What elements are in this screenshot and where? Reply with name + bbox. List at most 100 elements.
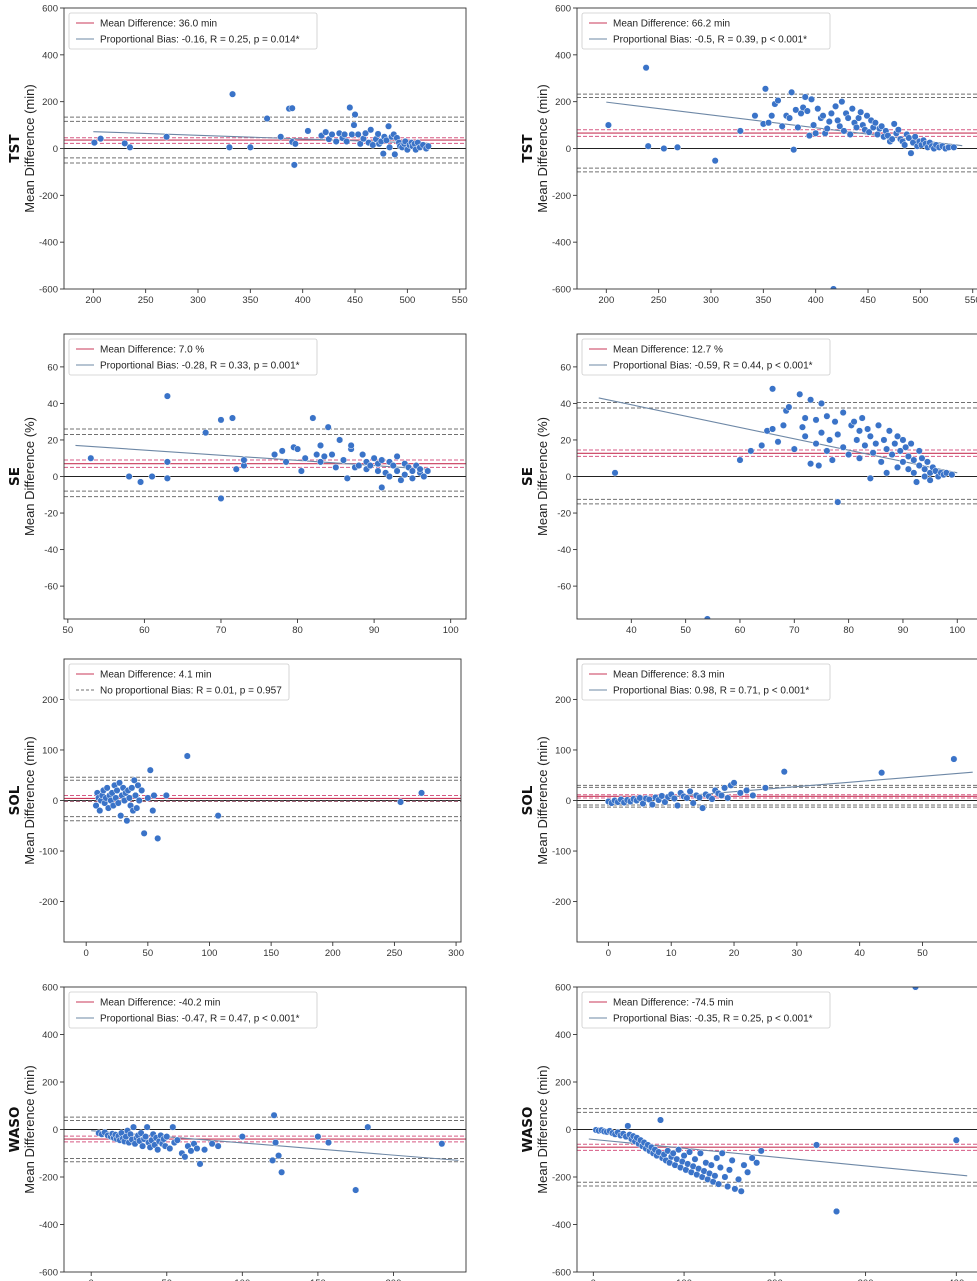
data-point <box>807 95 816 103</box>
data-point <box>134 781 142 789</box>
y-tick-label: -40 <box>44 545 58 556</box>
data-point <box>369 141 377 149</box>
data-point <box>416 465 424 473</box>
data-point <box>798 423 806 431</box>
legend: Mean Difference: 66.2 min Proportional Bi… <box>581 12 831 50</box>
y-tick-label: -200 <box>552 897 571 908</box>
legend-box <box>68 12 318 50</box>
data-point <box>768 112 776 120</box>
data-point <box>921 472 929 481</box>
data-point <box>278 447 286 455</box>
data-point <box>785 403 793 411</box>
x-tick-label: 0 <box>84 948 89 959</box>
data-point <box>893 432 902 440</box>
data-point <box>728 1156 736 1164</box>
data-point <box>904 452 912 460</box>
data-point <box>812 129 820 137</box>
x-tick-label: 200 <box>325 948 341 959</box>
data-point <box>163 458 171 466</box>
data-point <box>711 1172 719 1180</box>
data-point <box>313 451 321 459</box>
y-tick-label: 20 <box>47 435 58 446</box>
data-point <box>228 414 237 422</box>
data-point <box>642 64 650 72</box>
plot-area <box>577 385 977 619</box>
data-point <box>896 447 904 455</box>
data-point <box>149 807 157 815</box>
data-point <box>707 1161 715 1169</box>
x-tick-label: 50 <box>680 625 691 636</box>
y-tick-label: 400 <box>555 50 571 61</box>
data-point <box>604 121 612 129</box>
panel-3: 50 60 70 80 90 100 -60 -40 -20 0 20 40 60 Mean Differ… <box>7 333 467 636</box>
data-point <box>890 120 898 128</box>
data-point <box>301 454 309 462</box>
data-point <box>891 440 899 448</box>
data-point <box>813 1141 821 1149</box>
data-point <box>725 1166 734 1174</box>
data-point <box>263 114 271 123</box>
legend: Mean Difference: 36.0 min Proportional Bi… <box>68 12 318 50</box>
data-point <box>272 1139 280 1147</box>
y-tick-label: 100 <box>42 745 58 756</box>
data-point <box>169 1123 177 1131</box>
data-point <box>92 802 100 810</box>
data-point <box>855 427 864 435</box>
data-point <box>378 483 386 492</box>
data-point <box>731 1185 739 1193</box>
y-tick-label: -100 <box>39 847 58 858</box>
data-point <box>857 108 865 116</box>
legend-mean-label: Mean Difference: 36.0 min <box>100 19 217 30</box>
data-point <box>801 93 809 101</box>
x-tick-label: 250 <box>386 948 402 959</box>
data-point <box>790 146 798 154</box>
data-point <box>316 458 325 466</box>
x-tick-label: 50 <box>161 1278 172 1281</box>
data-point <box>645 795 653 804</box>
x-tick-label: 400 <box>808 295 824 306</box>
data-point <box>838 98 846 106</box>
x-tick-label: 70 <box>216 625 227 636</box>
data-point <box>855 114 863 122</box>
data-point <box>718 1149 726 1157</box>
x-tick-label: 300 <box>703 295 719 306</box>
plot-area <box>64 392 466 502</box>
plot-area <box>577 64 977 289</box>
data-point <box>113 786 121 794</box>
x-tick-label: 300 <box>858 1278 874 1281</box>
data-point <box>391 150 399 158</box>
data-point <box>912 478 921 486</box>
data-point <box>389 461 397 470</box>
data-point <box>743 786 751 794</box>
data-point <box>339 456 348 464</box>
data-point <box>872 440 880 448</box>
x-tick-label: 400 <box>948 1278 964 1281</box>
y-tick-label: -20 <box>557 509 571 520</box>
legend-bias-label: Proportional Bias: 0.98, R = 0.71, p < 0… <box>613 686 809 697</box>
data-point <box>845 451 853 459</box>
data-point <box>840 127 848 135</box>
plot-area <box>577 755 977 812</box>
data-point <box>829 285 838 289</box>
data-point <box>382 136 390 144</box>
data-point <box>751 112 759 120</box>
y-tick-label: 200 <box>555 97 571 108</box>
data-point <box>143 1123 151 1131</box>
data-point <box>778 122 786 130</box>
y-tick-label: 200 <box>555 1078 571 1089</box>
x-tick-label: 200 <box>85 295 101 306</box>
legend-bias-label: Proportional Bias: -0.59, R = 0.44, p < … <box>613 361 813 372</box>
legend-bias-label: No proportional Bias: R = 0.01, p = 0.95… <box>100 686 282 697</box>
legend-box <box>68 663 290 701</box>
data-point <box>364 1123 372 1131</box>
x-tick-label: 500 <box>399 295 415 306</box>
data-point <box>162 791 170 799</box>
y-tick-label: 600 <box>555 4 571 15</box>
legend-bias-label: Proportional Bias: -0.5, R = 0.39, p < 0… <box>613 35 807 46</box>
data-point <box>656 1116 665 1124</box>
x-tick-label: 50 <box>143 948 154 959</box>
data-point <box>393 467 401 475</box>
data-point <box>126 143 134 151</box>
data-point <box>348 130 356 138</box>
legend-bias-label: Proportional Bias: -0.35, R = 0.25, p < … <box>613 1014 813 1025</box>
